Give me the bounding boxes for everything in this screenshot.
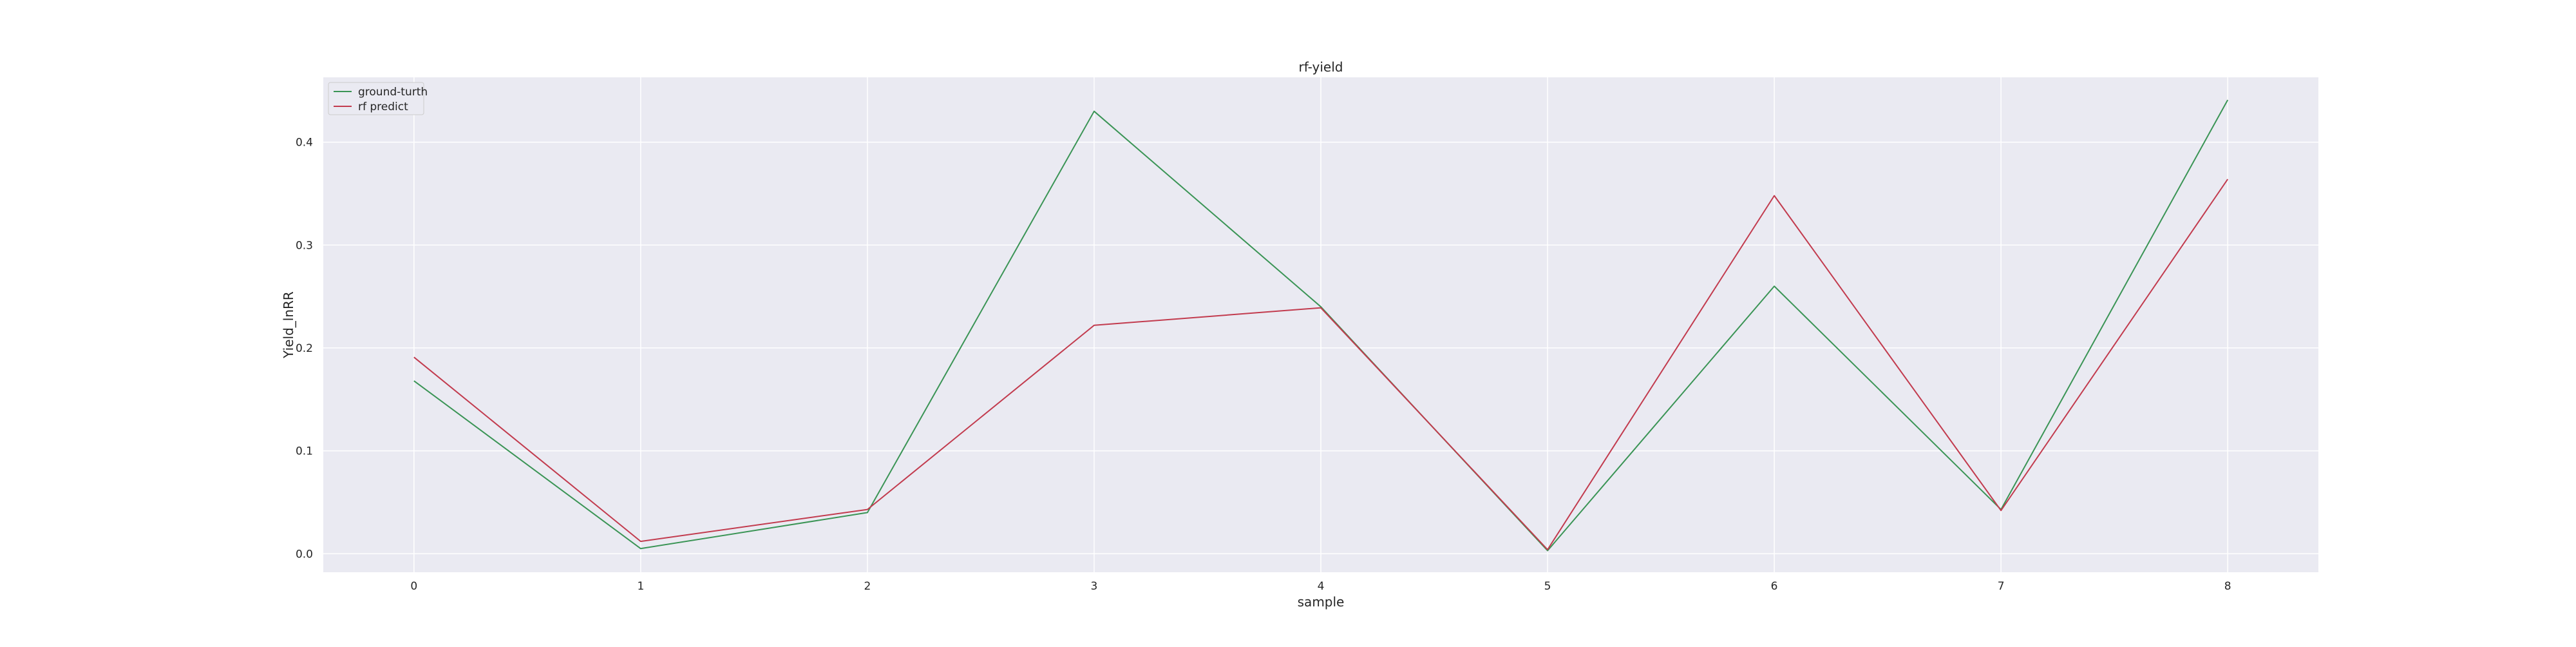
x-tick-label: 4 <box>1318 580 1325 593</box>
y-tick-label: 0.3 <box>296 239 313 252</box>
x-tick-label: 2 <box>864 580 871 593</box>
series-lines <box>413 99 2229 552</box>
x-tick-label: 6 <box>1771 580 1778 593</box>
chart-title: rf-yield <box>1299 59 1343 75</box>
y-tick-labels: 0.0 0.1 0.2 0.3 0.4 <box>296 137 313 561</box>
series-line-ground-turth <box>413 99 2229 552</box>
x-tick-label: 1 <box>637 580 644 593</box>
x-tick-label: 3 <box>1091 580 1098 593</box>
x-tick-label: 7 <box>1998 580 2005 593</box>
y-tick-label: 0.1 <box>296 445 313 458</box>
grid-lines <box>323 77 2318 572</box>
x-tick-label: 5 <box>1544 580 1551 593</box>
legend-label: ground-turth <box>358 86 428 99</box>
legend: ground-turth rf predict <box>328 82 428 115</box>
x-tick-label: 0 <box>410 580 417 593</box>
series-line-rf-predict <box>413 179 2229 550</box>
y-tick-label: 0.2 <box>296 342 313 355</box>
y-tick-label: 0.4 <box>296 137 313 150</box>
x-tick-labels: 0 1 2 3 4 5 6 7 8 <box>410 580 2231 593</box>
y-tick-label: 0.0 <box>296 548 313 561</box>
y-axis-label: Yield_lnRR <box>281 291 296 359</box>
legend-label: rf predict <box>358 101 408 113</box>
x-tick-label: 8 <box>2224 580 2231 593</box>
x-axis-label: sample <box>1298 594 1345 610</box>
legend-box <box>328 82 424 115</box>
